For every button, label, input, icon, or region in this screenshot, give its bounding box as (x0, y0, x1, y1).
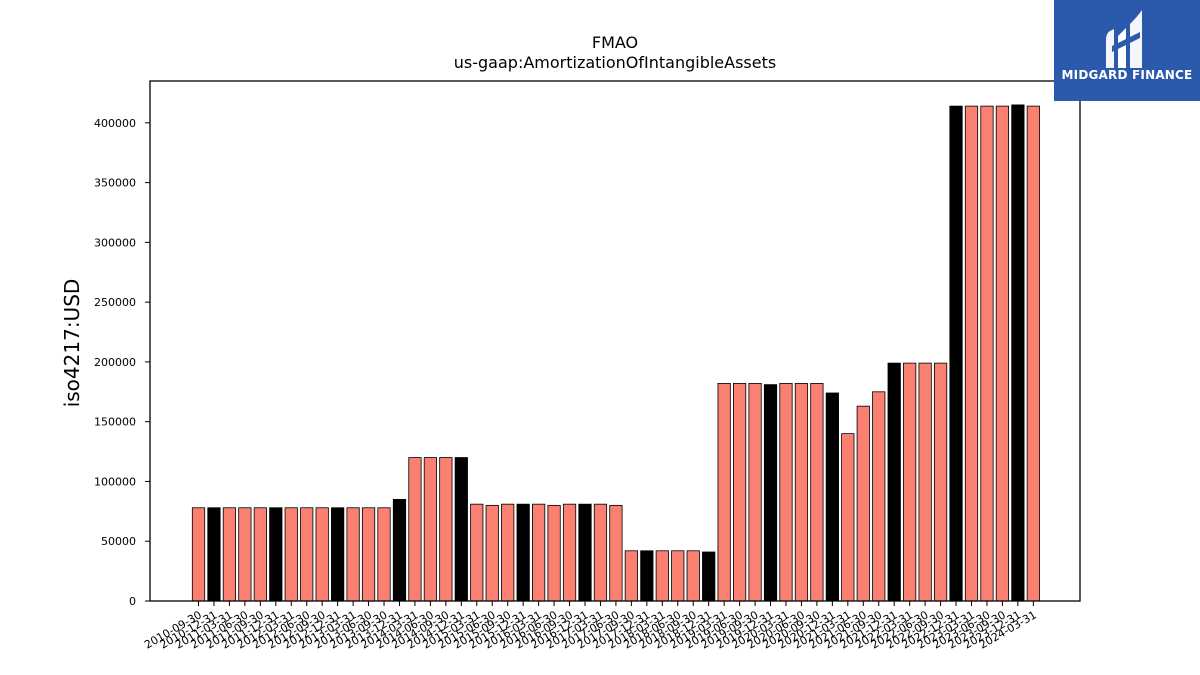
bar-2017-09-30 (624, 550, 638, 602)
midgard-finance-logo: MIDGARD FINANCE (1054, 0, 1200, 101)
bar-2023-03-31 (964, 105, 979, 602)
bar-2017-03-31 (593, 503, 608, 602)
bar-2015-03-31 (470, 503, 484, 602)
bar-2010-12-31 (207, 507, 221, 602)
plot-frame (149, 80, 1081, 602)
bar-2012-03-31 (284, 507, 298, 602)
bar-2020-06-30 (794, 383, 809, 602)
chart-title: FMAO (592, 33, 638, 52)
bar-2016-06-30 (547, 504, 561, 602)
bar-2014-12-31 (454, 457, 468, 602)
bar-2013-09-30 (377, 507, 391, 602)
bar-2018-06-30 (671, 550, 685, 602)
bar-2015-12-31 (516, 503, 530, 602)
bar-2022-06-30 (918, 362, 932, 602)
bar-2014-06-30 (423, 457, 438, 602)
bars-group (191, 104, 1040, 602)
bar-2011-03-31 (222, 507, 237, 602)
bar-2020-12-31 (825, 392, 839, 602)
y-tick-label: 0 (129, 595, 136, 608)
bar-2023-06-30 (980, 105, 994, 602)
midgard-m-logo-icon (1106, 10, 1142, 68)
y-tick-label: 50000 (101, 535, 136, 548)
bar-2022-09-30 (933, 362, 948, 602)
bar-2018-12-31 (702, 551, 716, 602)
bar-2018-09-30 (686, 550, 700, 602)
bar-2015-06-30 (485, 504, 499, 602)
y-tick-label: 200000 (94, 356, 136, 369)
bar-2012-12-31 (331, 507, 345, 602)
bar-2013-03-31 (346, 507, 360, 602)
bar-2019-12-31 (763, 384, 778, 602)
y-tick-label: 300000 (94, 236, 136, 249)
x-axis-ticks: 2010-09-302010-12-312011-03-312011-06-30… (142, 601, 1039, 652)
bar-2015-09-30 (501, 503, 515, 602)
bar-2010-09-30 (191, 507, 206, 602)
chart-subtitle: us-gaap:AmortizationOfIntangibleAssets (454, 53, 776, 72)
bar-2017-06-30 (609, 504, 623, 602)
bar-2019-09-30 (748, 383, 762, 602)
y-tick-label: 350000 (94, 177, 136, 190)
bar-2021-09-30 (872, 391, 886, 602)
y-axis-label: iso4217:USD (60, 279, 84, 408)
bar-2012-09-30 (315, 507, 329, 602)
bar-2013-12-31 (392, 498, 407, 602)
bar-2020-03-31 (779, 383, 793, 602)
y-tick-label: 100000 (94, 475, 136, 488)
bar-2023-12-31 (1011, 104, 1025, 602)
bar-2017-12-31 (640, 550, 654, 602)
bar-2022-12-31 (949, 105, 963, 602)
bar-2020-09-30 (810, 383, 824, 602)
bar-2024-03-31 (1026, 105, 1040, 602)
bar-2021-03-31 (841, 433, 855, 602)
bar-2021-06-30 (856, 405, 870, 602)
bar-2021-12-31 (887, 362, 901, 602)
bar-2023-09-30 (995, 105, 1010, 602)
bar-2018-03-31 (655, 550, 669, 602)
y-tick-label: 250000 (94, 296, 136, 309)
bar-2014-09-30 (439, 457, 453, 602)
y-tick-label: 400000 (94, 117, 136, 130)
y-axis-ticks: 0 50000 100000 150000 200000 250000 300000 3500… (94, 117, 150, 608)
bar-2011-09-30 (253, 507, 267, 602)
bar-2016-09-30 (562, 503, 577, 602)
bar-2016-03-31 (532, 503, 546, 602)
bar-2016-12-31 (578, 503, 592, 602)
bar-2022-03-31 (903, 362, 917, 602)
bar-2019-06-30 (733, 383, 747, 602)
bar-2012-06-30 (300, 507, 314, 602)
bar-2019-03-31 (717, 383, 731, 602)
bar-2011-12-31 (269, 507, 283, 602)
y-tick-label: 150000 (94, 416, 136, 429)
bar-2014-03-31 (408, 457, 422, 602)
logo-text: MIDGARD FINANCE (1061, 68, 1193, 82)
bar-2013-06-30 (361, 507, 376, 602)
bar-2011-06-30 (238, 507, 252, 602)
